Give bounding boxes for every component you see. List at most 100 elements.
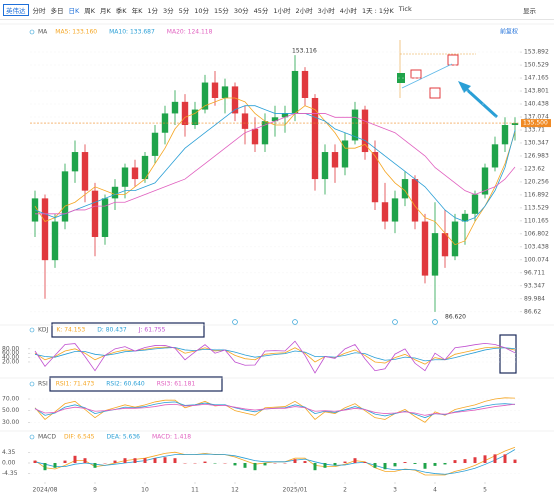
legend-box (51, 322, 205, 338)
x-tick-label: 2024/08 (33, 487, 58, 494)
period-tab[interactable]: Tick (398, 4, 412, 13)
candle-body (481, 167, 489, 195)
candle-body (41, 198, 49, 261)
symbol[interactable]: 英伟达 (3, 3, 29, 16)
event-icon (292, 319, 298, 325)
macd-bar (413, 463, 417, 464)
period-tab[interactable]: 3分 (162, 6, 174, 15)
y-tick-label: 130.347 (524, 139, 549, 146)
candle-body (221, 86, 229, 98)
price-tag (521, 119, 551, 128)
period-tab[interactable]: 1分 (147, 6, 158, 15)
highlight-box (499, 334, 517, 374)
candle-body (331, 152, 339, 168)
display-menu[interactable]: 显示 (523, 6, 536, 15)
y-tick-label: 93.347 (524, 282, 545, 289)
period-tab[interactable]: 日K (68, 6, 80, 15)
period-tab[interactable]: 3小时 (317, 6, 335, 15)
x-tick-label: 5 (483, 487, 487, 494)
macd-bar (453, 460, 457, 463)
candle-body (311, 97, 319, 180)
period-tab[interactable]: 2小时 (295, 6, 313, 15)
candle-body (121, 167, 129, 187)
x-tick-label: 2025/01 (283, 487, 308, 494)
legend-entry: MA10: 133.687 (109, 29, 155, 36)
macd-bar (83, 458, 87, 463)
candle-body (321, 152, 329, 180)
series-line (34, 346, 516, 365)
series-line (34, 340, 516, 374)
y-tick-label: 4.35 (2, 449, 16, 456)
period-tab[interactable]: 10分 (194, 6, 210, 15)
period-tab[interactable]: 月K (100, 6, 111, 15)
period-tab[interactable]: 1小时 (273, 6, 291, 15)
legend-entry: MA20: 124.118 (167, 29, 213, 36)
y-tick-label: 120.256 (524, 178, 549, 185)
macd-bar (383, 463, 387, 470)
candle-body (231, 86, 239, 114)
candle-body (81, 152, 89, 191)
macd-bar (73, 455, 77, 463)
period-tab[interactable]: 1天 : 1分K (361, 6, 394, 15)
legend-icon (29, 381, 35, 387)
x-tick-label: 4 (433, 487, 437, 494)
legend-icon (29, 29, 35, 35)
candle-body (381, 202, 389, 222)
candle-body (431, 233, 439, 276)
event-icon (232, 319, 238, 325)
macd-bar (253, 463, 257, 471)
toolbar: 英伟达 分时 多日 日K 周K 月K 季K 年K 1分 3分 5分 10分 15分 30分 45分 1小时 2… (0, 0, 554, 20)
macd-bar (363, 462, 367, 463)
y-tick-label: 70.00 (2, 396, 19, 403)
y-tick-label: 113.529 (524, 204, 549, 211)
y-tick-label: 153.892 (524, 49, 549, 56)
candle-body (271, 117, 279, 122)
macd-bar (483, 455, 487, 463)
period-tab[interactable]: 多日 (50, 6, 64, 15)
candle-body (61, 171, 69, 222)
macd-bar (203, 461, 207, 463)
period-tab[interactable]: 5分 (178, 6, 190, 15)
period-tab[interactable]: 30分 (233, 6, 249, 15)
macd-bar (133, 458, 137, 463)
y-tick-label: 89.984 (524, 295, 545, 302)
macd-bar (423, 463, 427, 469)
period-tab[interactable]: 年K (131, 6, 143, 15)
inset-candle (410, 69, 422, 79)
macd-bar (493, 454, 497, 463)
x-tick-label: 12 (231, 487, 239, 494)
period-tab[interactable]: 4小时 (339, 6, 357, 15)
candle-body (101, 198, 109, 237)
candle-body (131, 167, 139, 180)
indicator-name: MACD (38, 434, 56, 441)
candle-body (111, 186, 119, 199)
y-tick-label: 50.00 (2, 407, 19, 414)
period-tab[interactable]: 45分 (253, 6, 269, 15)
candle-body (451, 221, 459, 257)
period-tab[interactable]: 15分 (214, 6, 229, 15)
extreme-label: 86.620 (445, 313, 466, 320)
indicator-name: MA (38, 29, 48, 36)
y-tick-label: 126.983 (524, 152, 549, 159)
candle-body (181, 101, 189, 126)
macd-bar (43, 463, 47, 471)
candle-body (471, 194, 479, 214)
legend-entry: K: 74.153 (56, 327, 85, 334)
y-tick-label: 133.71 (524, 126, 545, 133)
y-tick-label: 140.438 (524, 101, 549, 108)
price-label: 135.500 (523, 120, 548, 127)
candle-body (161, 113, 169, 133)
macd-bar (323, 463, 327, 468)
candle-body (261, 121, 269, 145)
candle-body (151, 132, 159, 156)
candle-body (291, 70, 299, 114)
legend-icon (29, 327, 35, 333)
period-tabs: 分时 多日 日K 周K 月K 季K 年K 1分 3分 5分 10分 15分 30分 45分 1小时 2小时 3小… (33, 5, 412, 15)
y-tick-label: 96.711 (524, 269, 545, 276)
x-tick-label: 11 (191, 487, 199, 494)
legend-entry: J: 61.755 (138, 327, 166, 334)
period-tab[interactable]: 分时 (32, 6, 46, 15)
event-icon (392, 319, 398, 325)
period-tab[interactable]: 周K (84, 6, 96, 15)
period-tab[interactable]: 季K (115, 6, 127, 15)
